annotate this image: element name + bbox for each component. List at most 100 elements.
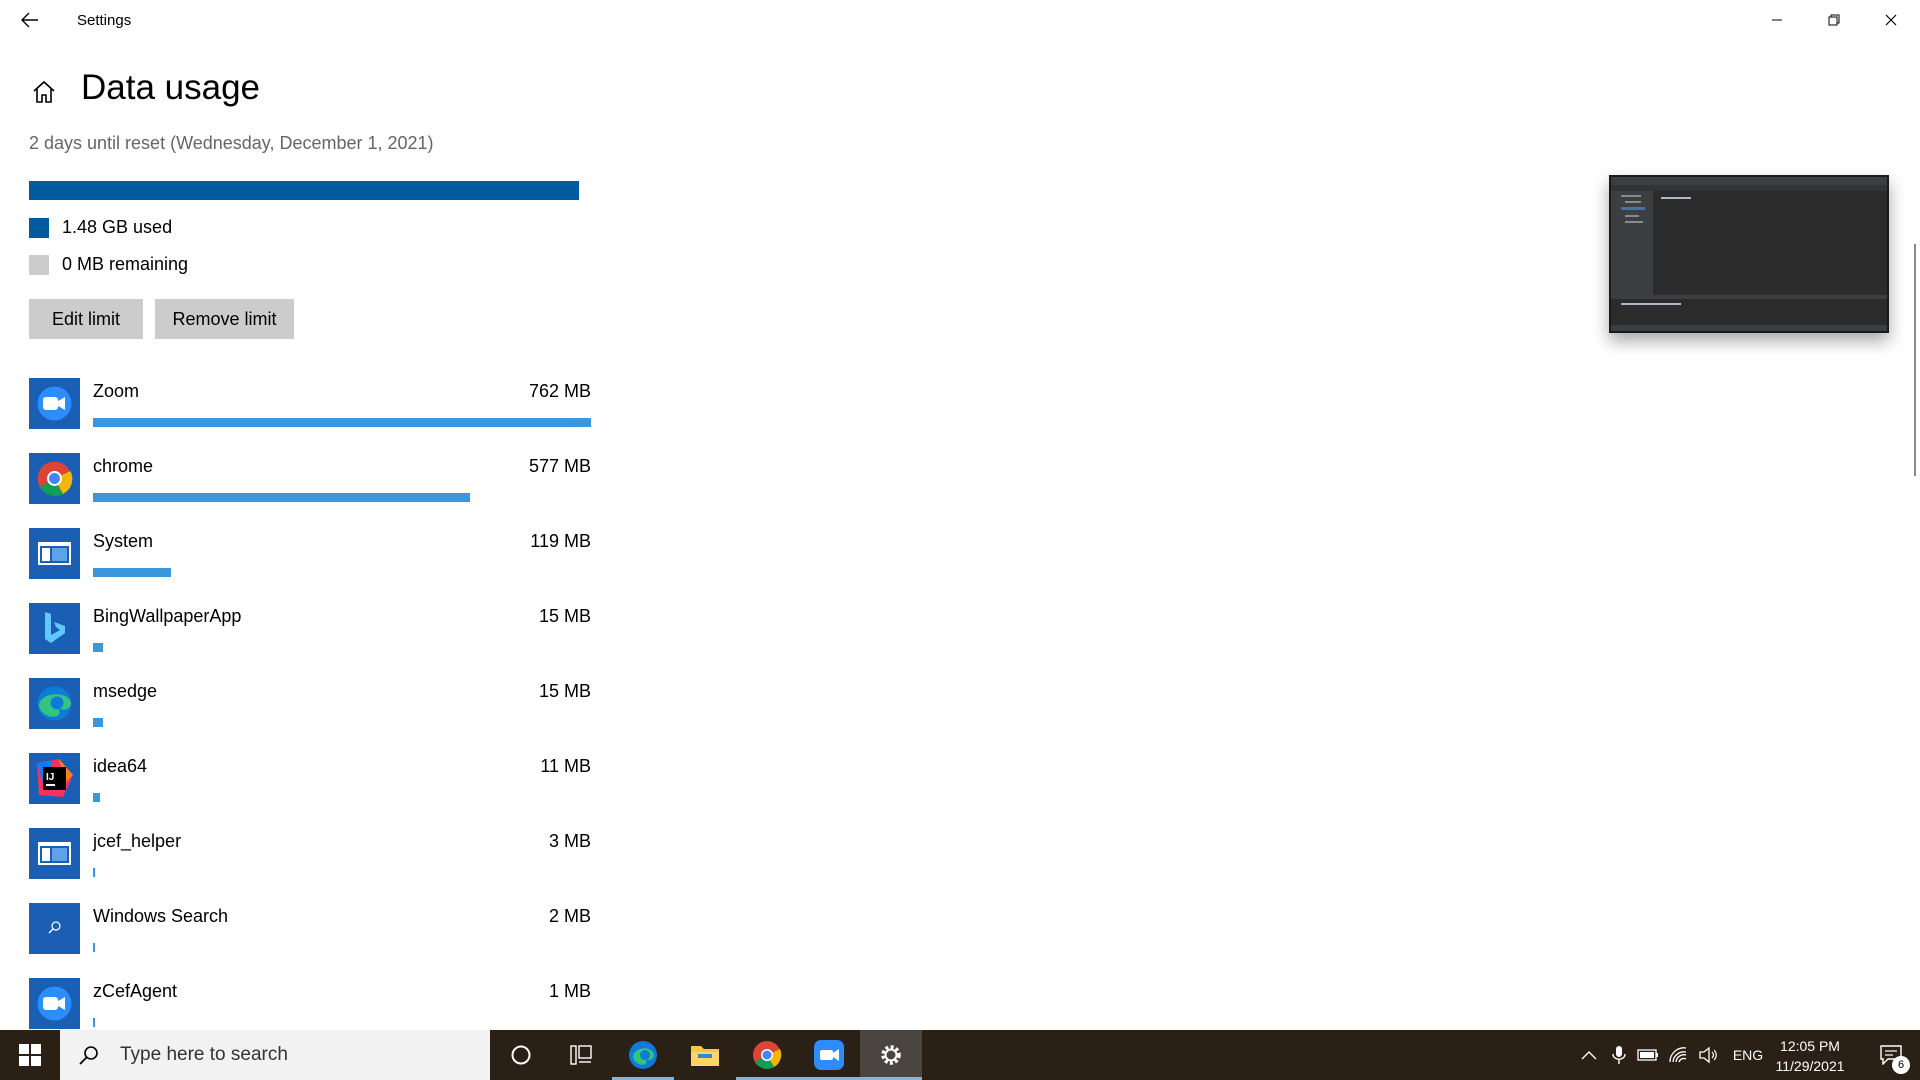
app-usage-bar bbox=[93, 718, 103, 727]
edit-limit-button[interactable]: Edit limit bbox=[29, 299, 143, 339]
app-name: Zoom bbox=[93, 381, 140, 401]
app-usage-bar bbox=[93, 1018, 95, 1027]
app-name: idea64 bbox=[93, 756, 148, 776]
cortana-button[interactable] bbox=[490, 1030, 552, 1080]
bing-icon bbox=[29, 603, 80, 654]
reset-info: 2 days until reset (Wednesday, December … bbox=[29, 133, 434, 153]
taskbar-search-box[interactable]: Type here to search bbox=[60, 1030, 490, 1080]
svg-text:IJ: IJ bbox=[46, 772, 54, 783]
minimize-icon bbox=[1771, 19, 1782, 21]
vertical-scrollbar[interactable] bbox=[1914, 244, 1916, 476]
window-preview-thumbnail[interactable] bbox=[1609, 175, 1889, 333]
battery-status[interactable] bbox=[1636, 1030, 1660, 1080]
app-name: chrome bbox=[93, 456, 154, 476]
search-placeholder: Type here to search bbox=[120, 1044, 288, 1065]
app-name: jcef_helper bbox=[93, 831, 182, 851]
microphone-status[interactable] bbox=[1608, 1030, 1630, 1080]
back-arrow-icon bbox=[21, 12, 38, 28]
restore-button[interactable] bbox=[1805, 0, 1862, 40]
app-usage-bar bbox=[93, 943, 95, 952]
app-data-size: 11 MB bbox=[540, 756, 591, 776]
app-usage-list: Zoom 762 MB chrome 577 MB System 119 MB BingWa… bbox=[29, 375, 591, 1050]
clock-time: 12:05 PM bbox=[1780, 1038, 1840, 1054]
taskbar-zoom[interactable] bbox=[798, 1030, 860, 1080]
search-icon bbox=[29, 903, 80, 954]
app-usage-row: Windows Search 2 MB bbox=[29, 900, 591, 975]
search-icon bbox=[76, 1042, 102, 1068]
zoom-icon bbox=[814, 1040, 844, 1070]
taskbar-file-explorer[interactable] bbox=[674, 1030, 736, 1080]
app-name: BingWallpaperApp bbox=[93, 606, 242, 626]
app-usage-bar bbox=[93, 418, 591, 427]
home-icon bbox=[33, 80, 55, 103]
start-button[interactable] bbox=[0, 1030, 60, 1080]
battery-icon bbox=[1637, 1049, 1658, 1061]
app-name: Windows Search bbox=[93, 906, 229, 926]
folder-icon bbox=[691, 1046, 719, 1066]
legend-used: 1.48 GB used bbox=[29, 217, 172, 238]
system-window-icon bbox=[29, 828, 80, 879]
ide-preview-image bbox=[1611, 177, 1887, 331]
app-usage-bar bbox=[93, 643, 103, 652]
app-data-size: 15 MB bbox=[538, 606, 591, 626]
close-button[interactable] bbox=[1862, 0, 1919, 40]
page-title: Data usage bbox=[81, 68, 261, 107]
notification-count-badge: 6 bbox=[1892, 1056, 1910, 1074]
edge-icon bbox=[629, 1041, 657, 1069]
window-title: Settings bbox=[77, 12, 132, 29]
legend-remaining: 0 MB remaining bbox=[29, 254, 188, 275]
app-usage-row: Zoom 762 MB bbox=[29, 375, 591, 450]
microphone-icon bbox=[1612, 1046, 1626, 1064]
app-usage-row: jcef_helper 3 MB bbox=[29, 825, 591, 900]
used-swatch bbox=[29, 217, 49, 238]
app-data-size: 15 MB bbox=[538, 681, 591, 701]
volume-status[interactable] bbox=[1696, 1030, 1720, 1080]
input-language[interactable]: ENG bbox=[1726, 1030, 1770, 1080]
app-data-size: 577 MB bbox=[528, 456, 591, 476]
action-center-button[interactable]: 6 bbox=[1862, 1030, 1920, 1080]
app-usage-bar bbox=[93, 493, 470, 502]
data-usage-bar bbox=[29, 181, 579, 200]
app-usage-bar bbox=[93, 868, 95, 877]
used-label: 1.48 GB used bbox=[62, 217, 173, 237]
edge-icon bbox=[29, 678, 80, 729]
cortana-circle-icon bbox=[511, 1045, 531, 1065]
app-data-size: 119 MB bbox=[530, 531, 591, 551]
app-usage-row: IJ idea64 11 MB bbox=[29, 750, 591, 825]
gear-icon bbox=[881, 1045, 901, 1065]
chrome-icon bbox=[753, 1041, 782, 1069]
app-name: msedge bbox=[93, 681, 158, 701]
wifi-icon bbox=[1669, 1047, 1687, 1063]
taskbar-chrome[interactable] bbox=[736, 1030, 798, 1080]
app-usage-row: BingWallpaperApp 15 MB bbox=[29, 600, 591, 675]
data-usage-bar-fill bbox=[29, 181, 579, 200]
remaining-swatch bbox=[29, 254, 49, 275]
app-data-size: 2 MB bbox=[548, 906, 591, 926]
app-usage-row: System 119 MB bbox=[29, 525, 591, 600]
task-view-icon bbox=[570, 1045, 592, 1065]
clock-date: 11/29/2021 bbox=[1775, 1058, 1845, 1074]
intellij-icon: IJ bbox=[29, 753, 80, 804]
language-label: ENG bbox=[1732, 1047, 1764, 1063]
app-usage-bar bbox=[93, 793, 100, 802]
task-view-button[interactable] bbox=[550, 1030, 612, 1080]
minimize-button[interactable] bbox=[1748, 0, 1805, 40]
show-hidden-icons-button[interactable] bbox=[1578, 1030, 1600, 1080]
app-data-size: 1 MB bbox=[548, 981, 591, 1001]
taskbar-clock[interactable]: 12:05 PM 11/29/2021 bbox=[1760, 1036, 1860, 1076]
taskbar: Type here to search ENG 12:05 PM 11/29/2… bbox=[0, 1030, 1920, 1080]
app-usage-row: zCefAgent 1 MB bbox=[29, 975, 591, 1050]
notification-icon bbox=[1880, 1045, 1902, 1065]
back-button[interactable] bbox=[10, 0, 50, 40]
speaker-icon bbox=[1699, 1046, 1717, 1064]
restore-icon bbox=[1828, 14, 1839, 26]
app-usage-bar bbox=[93, 568, 171, 577]
network-status[interactable] bbox=[1666, 1030, 1690, 1080]
taskbar-settings[interactable] bbox=[860, 1030, 922, 1080]
remove-limit-button[interactable]: Remove limit bbox=[155, 299, 294, 339]
home-button[interactable] bbox=[30, 78, 58, 106]
taskbar-edge[interactable] bbox=[612, 1030, 674, 1080]
app-name: zCefAgent bbox=[93, 981, 178, 1001]
system-window-icon bbox=[29, 528, 80, 579]
app-usage-row: msedge 15 MB bbox=[29, 675, 591, 750]
